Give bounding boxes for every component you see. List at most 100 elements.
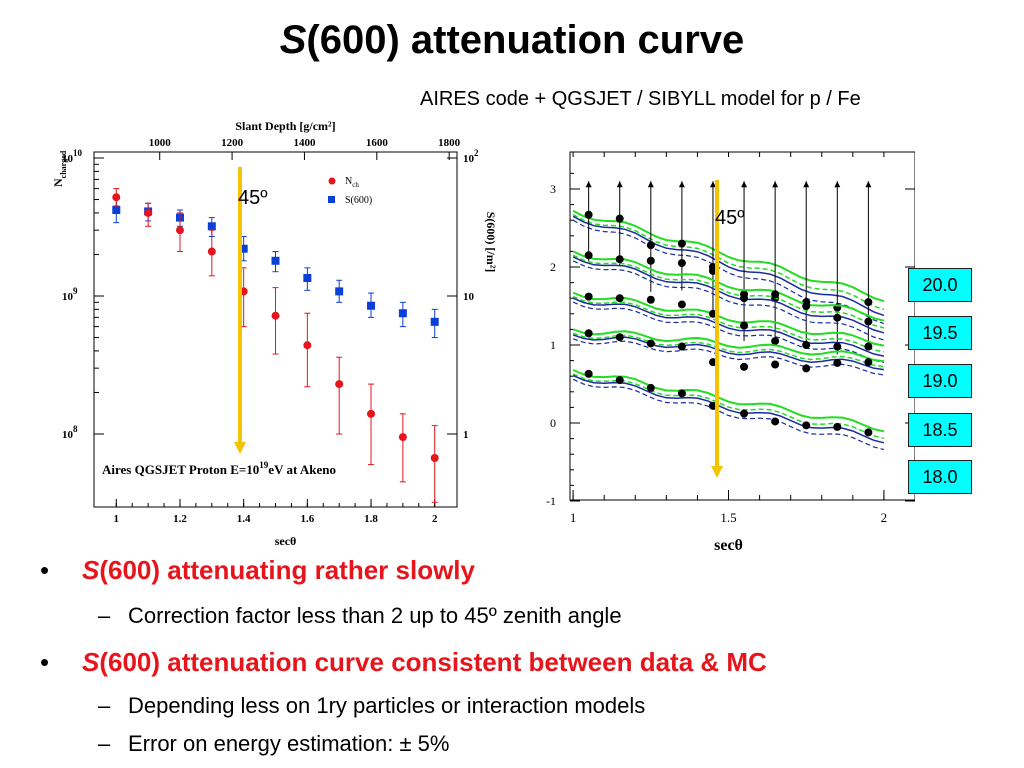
y2-tick-label: 102: [463, 148, 479, 165]
data-point: [864, 428, 873, 437]
x-tick-label: 2: [881, 510, 888, 525]
mc-curve-green-dashed: [572, 214, 885, 311]
data-point: [646, 383, 655, 392]
s600-point: [271, 256, 280, 265]
data-point: [646, 241, 655, 250]
mc-curve-blue-dashed: [572, 260, 885, 341]
slide-subtitle: AIRES code + QGSJET / SIBYLL model for p…: [420, 88, 861, 110]
slide-title: S(600) attenuation curve: [279, 18, 745, 62]
angle-annotation: 45º: [238, 187, 268, 209]
energy-label-box: 18.0: [908, 460, 972, 494]
data-point: [740, 409, 749, 418]
data-point: [646, 339, 655, 348]
upper-limit-arrow: [709, 181, 716, 188]
bullet-2-sub-1: – Depending less on 1ry particles or inte…: [98, 693, 646, 718]
nch-point: [398, 433, 407, 442]
mc-curve-blue-dashed: [572, 301, 885, 364]
x-tick-label: 1.8: [364, 513, 378, 525]
y2-tick-label: 1: [463, 429, 469, 441]
upper-limit-arrow: [585, 181, 592, 188]
upper-limit-arrow: [678, 181, 685, 188]
data-point: [771, 417, 780, 426]
data-point: [864, 342, 873, 351]
data-point: [708, 401, 717, 410]
s600-point: [239, 244, 248, 253]
data-point: [771, 290, 780, 299]
mc-curve-blue: [572, 297, 885, 357]
top-tick-label: 1800: [438, 137, 461, 149]
data-point: [708, 266, 717, 275]
data-point: [802, 341, 811, 349]
data-point: [802, 421, 811, 430]
mc-curve-green-dashed: [572, 332, 885, 368]
bullet-2-sub-2: – Error on energy estimation: ± 5%: [98, 731, 450, 756]
data-point: [802, 302, 811, 310]
mc-curve-blue-dashed: [572, 378, 885, 451]
left-chart: 1 1.2 1.4 1.6 1.8 2 secθ 1000 1200 1400 1600 1800 Sl…: [51, 119, 497, 548]
data-point: [584, 292, 593, 301]
nch-point: [430, 454, 439, 463]
chart-inner-title: Aires QGSJET Proton E=1019eV at Akeno: [102, 460, 336, 477]
legend-nch-marker: [328, 177, 336, 185]
x-axis-label: secθ: [714, 537, 743, 554]
upper-limit-arrow: [803, 181, 810, 188]
data-point: [615, 376, 624, 385]
data-point: [833, 342, 842, 351]
s600-point: [112, 205, 121, 214]
x-axis-label: secθ: [275, 534, 297, 548]
nch-point: [144, 208, 153, 217]
nch-point: [367, 409, 376, 418]
data-point: [584, 210, 593, 219]
data-point: [646, 295, 655, 304]
x-tick-label: 1: [570, 510, 577, 525]
data-point: [615, 214, 624, 223]
y-tick-label: 109: [62, 286, 78, 303]
mc-curve-blue: [572, 334, 885, 371]
data-point: [677, 239, 686, 248]
data-point: [646, 256, 655, 265]
mc-curve-blue-dashed: [572, 219, 885, 325]
s600-point: [367, 301, 376, 310]
bullet-1-sub-1: – Correction factor less than 2 up to 45º…: [98, 603, 622, 628]
legend-s600-label: S(600): [345, 195, 372, 206]
mc-curve-green-dashed: [572, 295, 885, 353]
top-tick-label: 1000: [149, 137, 172, 149]
x-tick-label: 1.6: [300, 513, 314, 525]
data-point: [584, 329, 593, 338]
data-point: [615, 255, 624, 264]
x-tick-label: 1: [114, 513, 120, 525]
upper-limit-arrow: [834, 181, 841, 188]
mc-curve-blue: [572, 215, 885, 317]
data-point: [677, 300, 686, 309]
x-tick-label: 1.4: [237, 513, 251, 525]
data-point: [677, 389, 686, 398]
upper-limit-arrow: [647, 181, 654, 188]
right-chart: 1 1.5 2 -1 0 1 2 3 secθ 45º: [546, 151, 915, 554]
mc-curve-green: [572, 291, 885, 347]
y-tick-label: 0: [550, 416, 556, 430]
top-tick-label: 1200: [221, 137, 244, 149]
s600-point: [335, 287, 344, 296]
y-axis-label-left: Ncharged: [51, 150, 68, 187]
x-tick-label: 2: [432, 513, 438, 525]
y-tick-label: 108: [62, 424, 78, 441]
mc-curve-green: [572, 369, 885, 433]
y-tick-label: 1010: [62, 148, 83, 165]
nch-point: [335, 380, 344, 389]
mc-curve-green: [572, 209, 885, 303]
y-axis-label-right: S(600) [/m²]: [484, 212, 497, 273]
bullet-dot: •: [40, 555, 50, 585]
data-point: [677, 259, 686, 268]
legend-s600-marker: [328, 196, 335, 203]
energy-label-box: 20.0: [908, 268, 972, 302]
bullet-dot: •: [40, 647, 50, 677]
s600-point: [430, 317, 439, 326]
data-point: [864, 298, 873, 307]
data-point: [771, 360, 780, 369]
data-point: [864, 317, 873, 326]
angle-annotation: 45º: [715, 207, 745, 229]
mc-curve-blue: [572, 256, 885, 334]
y2-tick-label: 10: [463, 291, 475, 303]
data-point: [740, 362, 749, 371]
energy-label-box: 18.5: [908, 413, 972, 447]
